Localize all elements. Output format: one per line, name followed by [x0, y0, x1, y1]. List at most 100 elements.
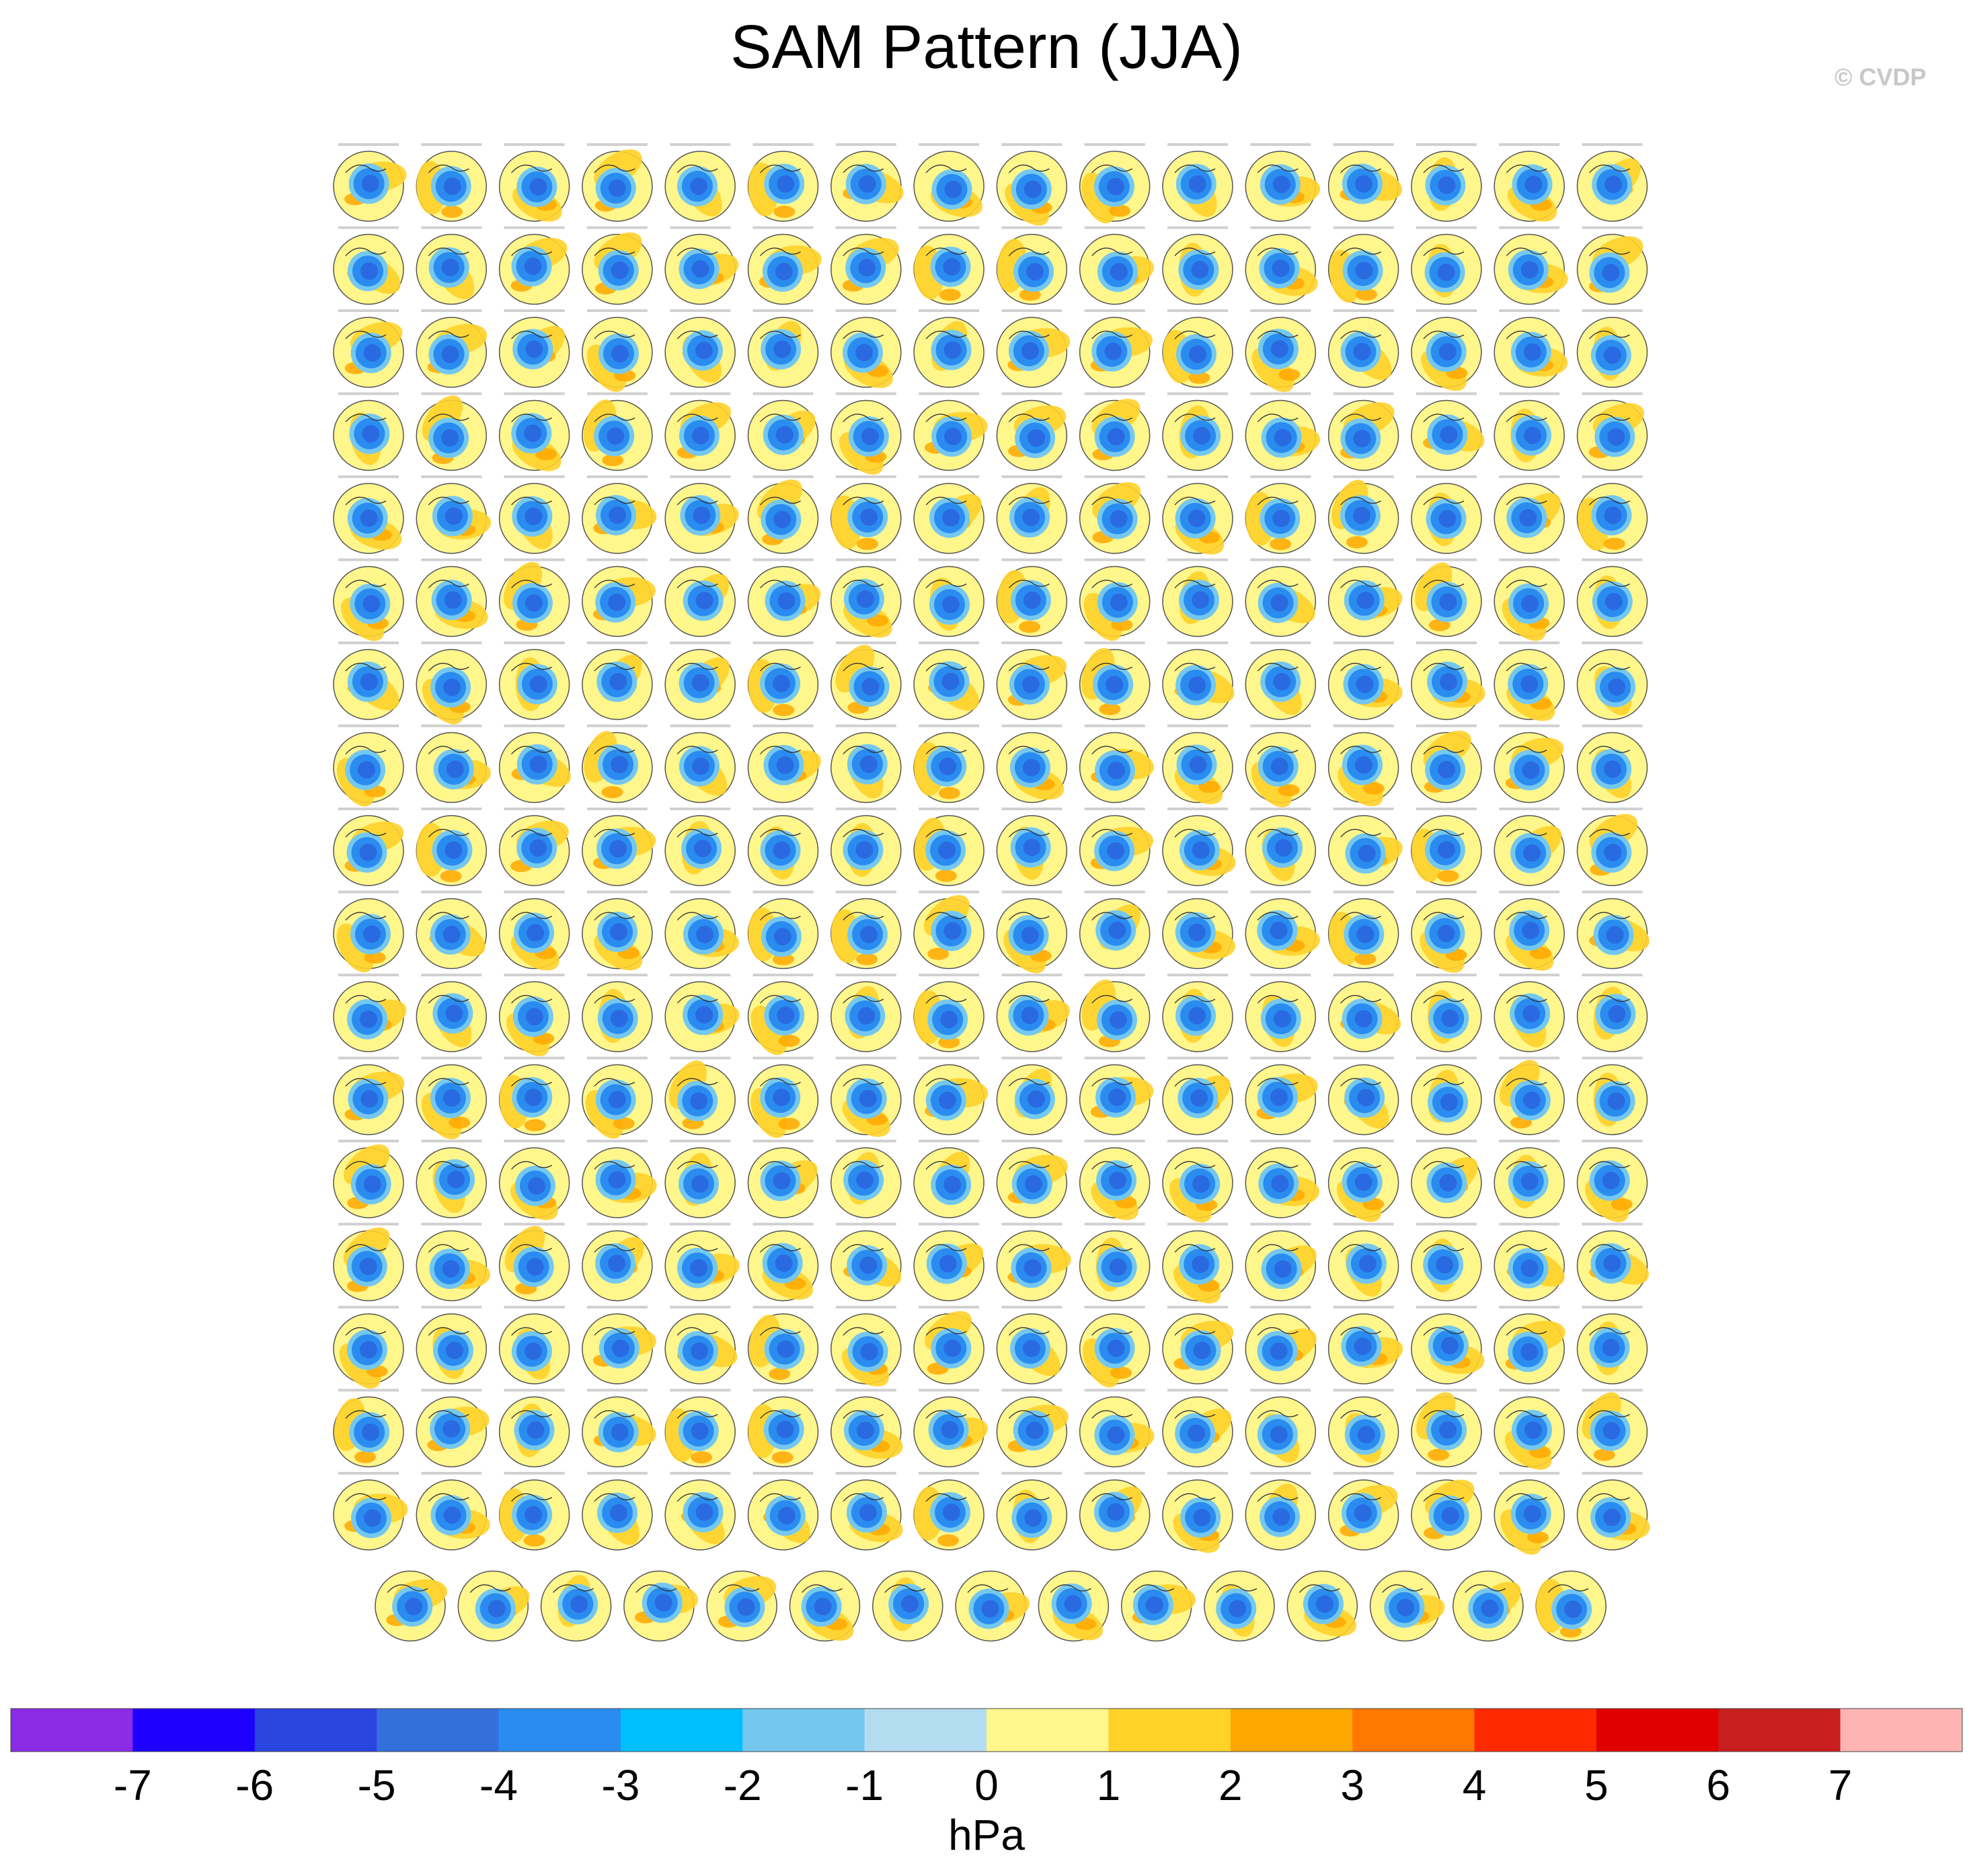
coastline — [1091, 1078, 1133, 1087]
panel-title-mark — [1416, 1140, 1477, 1142]
panel-title-mark — [752, 890, 814, 894]
sam-map-panel — [1162, 890, 1236, 970]
negative-anomaly-core — [1523, 844, 1541, 862]
panel-title-mark — [670, 974, 731, 976]
sam-map-panel — [1411, 1222, 1482, 1302]
sam-map-panel — [664, 724, 736, 804]
panel-title-mark — [1001, 392, 1062, 395]
panel-title-mark — [338, 309, 399, 312]
sam-map-panel — [1245, 641, 1317, 720]
sam-map-panel — [498, 558, 570, 637]
strong-positive-anomaly — [1611, 1198, 1633, 1211]
negative-anomaly-core — [1106, 178, 1124, 196]
coastline — [1340, 164, 1381, 173]
panel-title-mark — [586, 974, 648, 976]
negative-anomaly-core — [1270, 921, 1288, 939]
panel-title-mark — [835, 475, 896, 478]
sam-map-panel — [1162, 1222, 1233, 1304]
negative-anomaly-core — [855, 344, 874, 362]
panel-title-mark — [1499, 890, 1560, 894]
panel-title-mark — [1167, 974, 1228, 976]
panel-title-mark — [1416, 392, 1477, 395]
coastline — [1423, 994, 1465, 1004]
sam-map-panel — [498, 1222, 570, 1302]
strong-positive-anomaly — [1019, 621, 1041, 633]
coastline — [1340, 1161, 1381, 1170]
negative-anomaly-core — [775, 1254, 793, 1272]
negative-anomaly-core — [1109, 1011, 1127, 1029]
sam-map-panel — [1494, 309, 1568, 388]
sam-map-panel — [1576, 974, 1648, 1052]
sam-map-panel — [1162, 226, 1233, 305]
coastline — [1340, 496, 1381, 506]
panel-title-mark — [338, 1222, 399, 1226]
panel-title-mark — [1001, 475, 1062, 478]
coastline — [676, 746, 718, 754]
sam-map-panel — [333, 808, 404, 886]
coastline — [1091, 1161, 1133, 1170]
negative-anomaly-core — [1270, 594, 1288, 612]
colorbar-swatch — [254, 1709, 377, 1752]
coastline — [676, 414, 718, 422]
sam-map-panel — [416, 808, 488, 886]
coastline — [1423, 247, 1465, 256]
coastline — [1423, 1244, 1465, 1253]
panel-title-mark — [1084, 226, 1145, 229]
panel-title-mark — [752, 392, 814, 395]
negative-anomaly-core — [1273, 672, 1291, 691]
coastline — [676, 994, 718, 1004]
sam-map-panel — [664, 808, 736, 886]
sam-map-panel — [416, 143, 488, 222]
coastline — [1589, 1244, 1630, 1253]
sam-map-panel — [582, 641, 653, 720]
sam-map-panel — [498, 724, 571, 804]
sam-map-panel — [1411, 143, 1482, 222]
sam-map-panel — [747, 475, 819, 554]
panel-title-mark — [504, 641, 565, 644]
panel-title-mark — [1167, 392, 1228, 395]
panel-title-mark — [1250, 724, 1311, 728]
panel-title-mark — [1582, 641, 1643, 644]
coastline — [1423, 1161, 1465, 1170]
sam-map-panel — [996, 143, 1068, 226]
colorbar-tick-label: -2 — [724, 1761, 762, 1809]
sam-map-panel — [498, 808, 570, 886]
sam-map-panel — [1494, 724, 1565, 804]
strong-positive-anomaly — [1109, 204, 1131, 217]
panel-title-mark — [1416, 475, 1477, 478]
coastline — [1008, 580, 1050, 588]
panel-title-mark — [1001, 226, 1062, 229]
strong-positive-anomaly — [1278, 368, 1301, 381]
panel-title-mark — [1499, 226, 1560, 229]
panel-title-mark — [1084, 724, 1145, 728]
sam-map-panel — [664, 890, 739, 970]
negative-anomaly-core — [856, 590, 874, 608]
negative-anomaly-core — [1108, 1088, 1126, 1106]
negative-anomaly-core — [1188, 923, 1206, 941]
coastline — [760, 912, 801, 921]
colorbar-swatch — [1840, 1709, 1963, 1752]
negative-anomaly-core — [1440, 426, 1458, 444]
panel-title-mark — [586, 1056, 648, 1060]
panel-title-mark — [1499, 558, 1560, 561]
sam-map-panel — [664, 1222, 740, 1302]
panel-title-mark — [1499, 143, 1560, 146]
panel-title-mark — [421, 641, 482, 644]
panel-title-mark — [1084, 890, 1145, 894]
coastline — [1423, 662, 1465, 672]
colorbar-swatch — [620, 1709, 743, 1752]
coastline — [345, 164, 387, 173]
coastline — [345, 1244, 387, 1253]
coastline — [511, 746, 552, 754]
sam-map-panel — [996, 392, 1068, 471]
panel-title-mark — [835, 641, 896, 644]
sam-map-panel — [1327, 558, 1403, 637]
coastline — [1174, 164, 1216, 173]
sam-map-panel — [416, 974, 488, 1052]
coastline — [511, 330, 552, 340]
negative-anomaly-core — [1608, 678, 1626, 696]
sam-map-panel — [1411, 392, 1485, 471]
panel-title-mark — [1084, 808, 1145, 810]
panel-title-mark — [1001, 1222, 1062, 1226]
coastline — [676, 662, 718, 672]
